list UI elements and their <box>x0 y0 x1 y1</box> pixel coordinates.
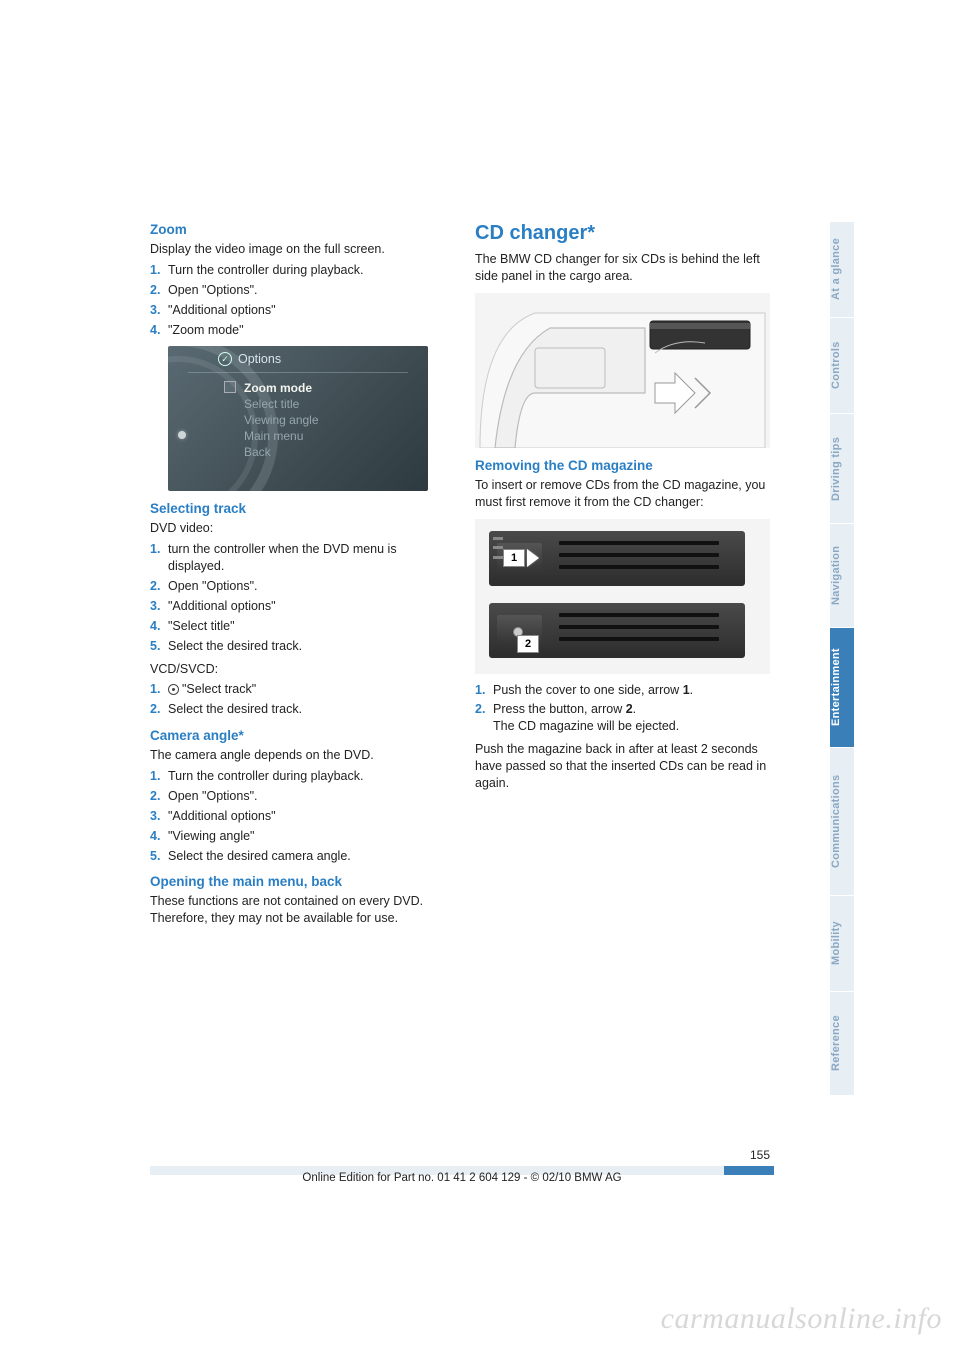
tab-mobility[interactable]: Mobility <box>830 896 854 992</box>
step-text: "Zoom mode" <box>168 322 445 339</box>
step-number: 2. <box>150 282 168 299</box>
step-text: "Additional options" <box>168 302 445 319</box>
step-number: 1. <box>150 262 168 279</box>
main-menu-back-body: These functions are not contained on eve… <box>150 893 445 927</box>
zoom-mode-checkbox-icon <box>224 381 236 393</box>
vcd-svcd-label: VCD/SVCD: <box>150 661 445 678</box>
vcd-steps: 1. "Select track" 2.Select the desired tr… <box>150 681 445 718</box>
step-number: 2. <box>475 701 493 718</box>
step-text: Select the desired camera angle. <box>168 848 445 865</box>
step-number: 1. <box>475 682 493 699</box>
step-bold-ref: 1 <box>683 683 690 697</box>
tab-entertainment[interactable]: Entertainment <box>830 628 854 748</box>
step-text: Turn the controller during playback. <box>168 262 445 279</box>
page-number: 155 <box>750 1148 774 1162</box>
section-tabs: At a glanceControlsDriving tipsNavigatio… <box>830 222 854 1096</box>
arrow-badge-1: 1 <box>503 549 525 567</box>
step-text: Open "Options". <box>168 578 445 595</box>
step-text-part: . <box>690 683 693 697</box>
step-text: Turn the controller during playback. <box>168 768 445 785</box>
step-bold-ref: 2 <box>626 702 633 716</box>
zoom-heading: Zoom <box>150 222 445 237</box>
step-number: 4. <box>150 828 168 845</box>
footer-edition-line: Online Edition for Part no. 01 41 2 604 … <box>150 1172 774 1184</box>
step-text-part: Press the button, arrow <box>493 702 626 716</box>
arrow-badge-2: 2 <box>517 635 539 653</box>
tab-communications[interactable]: Communications <box>830 748 854 896</box>
step-text: Open "Options". <box>168 282 445 299</box>
menu-item-viewing-angle: Viewing angle <box>244 413 319 427</box>
step-number: 4. <box>150 618 168 635</box>
step-text: "Viewing angle" <box>168 828 445 845</box>
options-menu-figure: ✓ Options Zoom mode Select title Viewing… <box>168 346 428 491</box>
dvd-steps: 1.turn the controller when the DVD menu … <box>150 541 445 654</box>
watermark: carmanualsonline.info <box>661 1302 942 1336</box>
camera-angle-steps: 1.Turn the controller during playback. 2… <box>150 768 445 864</box>
step-text: Press the button, arrow 2. The CD magazin… <box>493 701 770 735</box>
menu-item-back: Back <box>244 445 319 459</box>
menu-item-main-menu: Main menu <box>244 429 319 443</box>
step-number: 5. <box>150 638 168 655</box>
step-number: 4. <box>150 322 168 339</box>
tab-at-a-glance[interactable]: At a glance <box>830 222 854 318</box>
step-text: turn the controller when the DVD menu is… <box>168 541 445 575</box>
zoom-steps: 1.Turn the controller during playback. 2… <box>150 262 445 339</box>
camera-angle-intro: The camera angle depends on the DVD. <box>150 747 445 764</box>
step-number: 2. <box>150 701 168 718</box>
options-header-label: Options <box>238 352 281 366</box>
step-number: 1. <box>150 768 168 785</box>
cd-magazine-figure: 1 2 <box>475 519 770 674</box>
step-text: "Select track" <box>168 681 445 698</box>
removing-magazine-heading: Removing the CD magazine <box>475 458 770 473</box>
step-text-part: Push the cover to one side, arrow <box>493 683 683 697</box>
step-number: 3. <box>150 598 168 615</box>
step-number: 3. <box>150 808 168 825</box>
menu-item-zoom-mode: Zoom mode <box>244 381 319 395</box>
cargo-area-figure <box>475 293 770 448</box>
step-text: Select the desired track. <box>168 638 445 655</box>
removing-magazine-closing: Push the magazine back in after at least… <box>475 741 770 792</box>
cd-changer-heading: CD changer* <box>475 222 770 245</box>
removing-magazine-intro: To insert or remove CDs from the CD maga… <box>475 477 770 511</box>
step-text: "Select title" <box>168 618 445 635</box>
step-text: "Additional options" <box>168 808 445 825</box>
selecting-track-heading: Selecting track <box>150 501 445 516</box>
dvd-video-label: DVD video: <box>150 520 445 537</box>
step-number: 1. <box>150 681 168 698</box>
left-column: Zoom Display the video image on the full… <box>150 222 445 931</box>
options-header-icon: ✓ <box>218 352 232 366</box>
page-number-block: 155 <box>150 1146 774 1175</box>
step-number: 2. <box>150 788 168 805</box>
tab-controls[interactable]: Controls <box>830 318 854 414</box>
step-text: Select the desired track. <box>168 701 445 718</box>
right-column: CD changer* The BMW CD changer for six C… <box>475 222 770 931</box>
camera-angle-heading: Camera angle* <box>150 728 445 743</box>
step-text-label: "Select track" <box>182 682 256 696</box>
step-text-part: . <box>633 702 636 716</box>
step-text: "Additional options" <box>168 598 445 615</box>
disc-icon <box>168 684 179 695</box>
tab-navigation[interactable]: Navigation <box>830 524 854 628</box>
main-menu-back-heading: Opening the main menu, back <box>150 874 445 889</box>
step-text: Open "Options". <box>168 788 445 805</box>
tab-driving-tips[interactable]: Driving tips <box>830 414 854 524</box>
zoom-intro: Display the video image on the full scre… <box>150 241 445 258</box>
step-number: 5. <box>150 848 168 865</box>
arrow-right-icon <box>527 549 539 567</box>
tab-reference[interactable]: Reference <box>830 992 854 1096</box>
menu-item-select-title: Select title <box>244 397 319 411</box>
step-text-line2: The CD magazine will be ejected. <box>493 719 679 733</box>
removing-magazine-steps: 1.Push the cover to one side, arrow 1. 2… <box>475 682 770 736</box>
options-menu-list: Zoom mode Select title Viewing angle Mai… <box>244 381 319 461</box>
step-text: Push the cover to one side, arrow 1. <box>493 682 770 699</box>
page-content: Zoom Display the video image on the full… <box>150 222 770 931</box>
step-number: 3. <box>150 302 168 319</box>
step-number: 1. <box>150 541 168 558</box>
cd-changer-intro: The BMW CD changer for six CDs is behind… <box>475 251 770 285</box>
step-number: 2. <box>150 578 168 595</box>
